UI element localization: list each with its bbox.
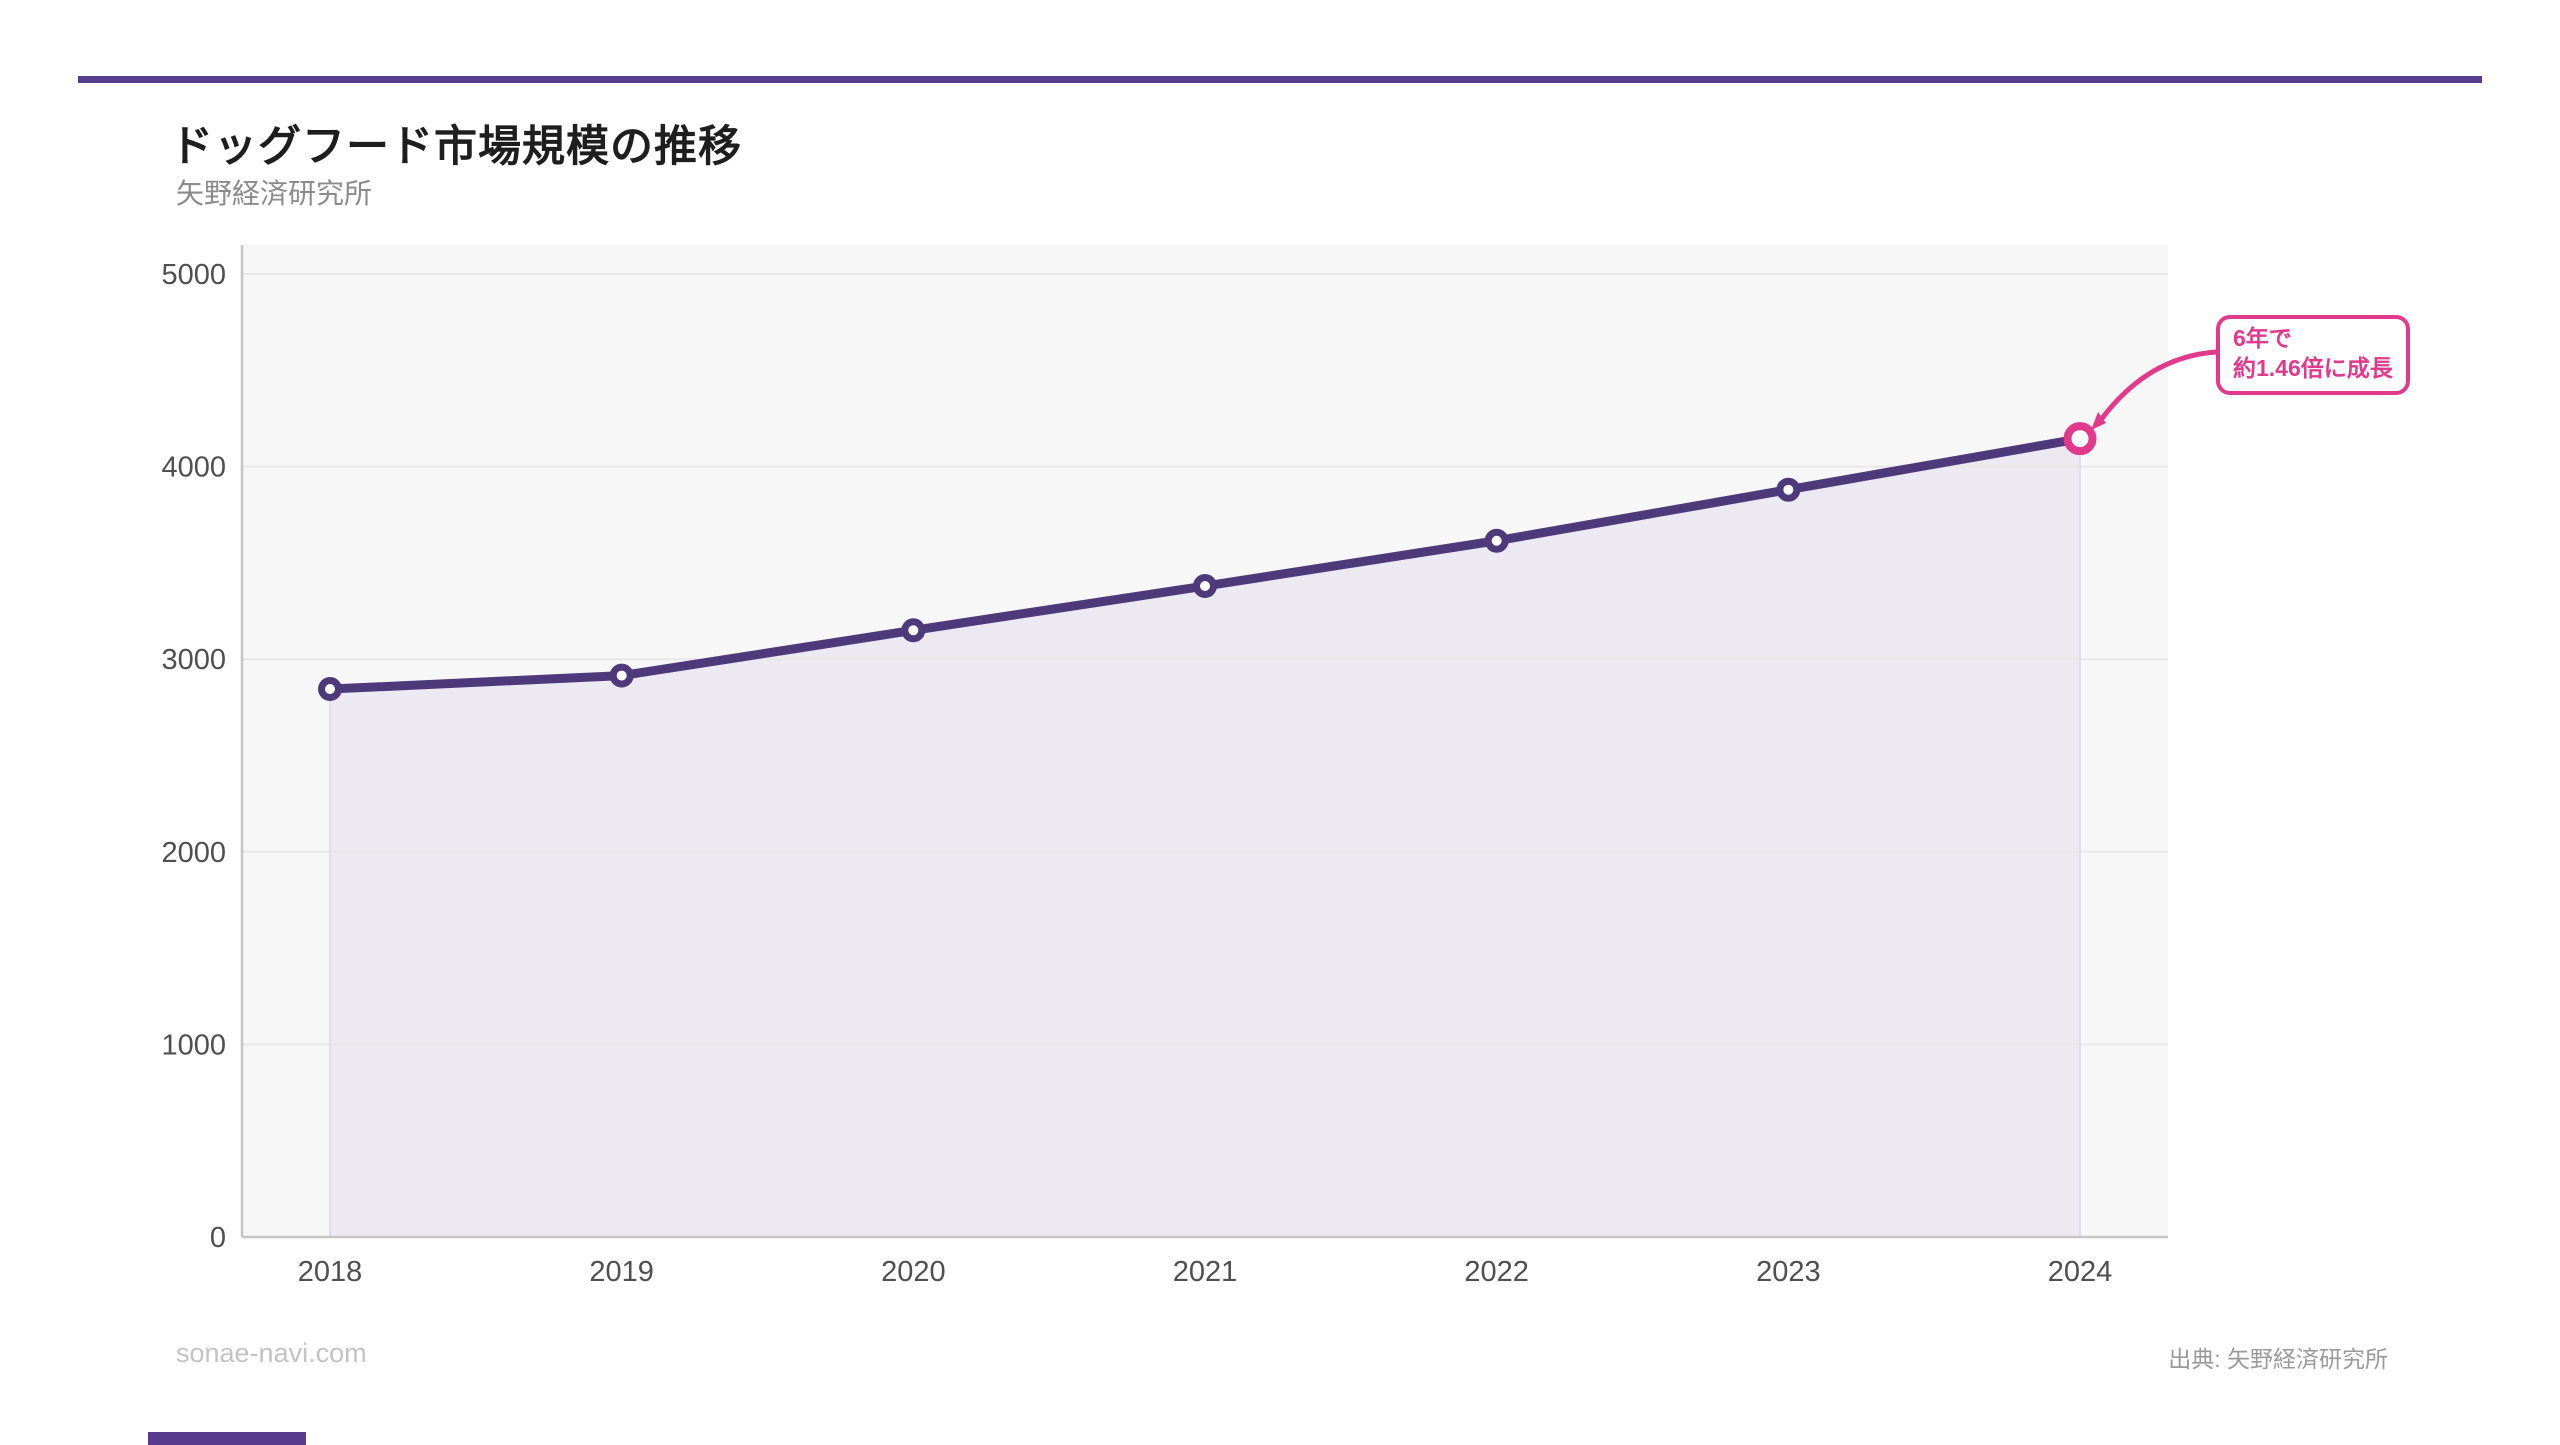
watermark-text: sonae-navi.com bbox=[176, 1338, 367, 1368]
growth-callout-line1: 6年で bbox=[2233, 325, 2292, 351]
callout-connector-arrowhead bbox=[2091, 412, 2106, 430]
data-point-2021 bbox=[1193, 574, 1217, 599]
y-tick-label-2000: 2000 bbox=[161, 837, 226, 869]
data-point-highlight-2024 bbox=[2063, 422, 2097, 456]
x-tick-label-2022: 2022 bbox=[1464, 1256, 1529, 1288]
x-tick-label-2020: 2020 bbox=[881, 1256, 946, 1288]
y-tick-label-5000: 5000 bbox=[161, 259, 226, 291]
x-tick-label-2018: 2018 bbox=[298, 1256, 363, 1288]
page-title: ドッグフード市場規模の推移 bbox=[170, 123, 742, 171]
x-tick-label-2023: 2023 bbox=[1756, 1256, 1821, 1288]
top-accent-rule bbox=[78, 76, 2482, 83]
y-tick-label-1000: 1000 bbox=[161, 1029, 226, 1061]
y-tick-label-3000: 3000 bbox=[161, 644, 226, 676]
callout-connector-line bbox=[2097, 349, 2219, 424]
data-point-2022 bbox=[1484, 528, 1509, 553]
x-tick-label-2021: 2021 bbox=[1173, 1256, 1238, 1288]
x-tick-label-2019: 2019 bbox=[589, 1256, 654, 1288]
data-point-2018 bbox=[318, 677, 342, 702]
data-point-2020 bbox=[901, 618, 926, 643]
y-tick-label-0: 0 bbox=[210, 1222, 226, 1254]
x-tick-label-2024: 2024 bbox=[2048, 1256, 2113, 1288]
series-area-fill bbox=[330, 438, 2080, 1238]
growth-callout: 6年で 約1.46倍に成長 bbox=[2216, 315, 2410, 395]
growth-callout-line2: 約1.46倍に成長 bbox=[2233, 354, 2393, 381]
page-subtitle: 矢野経済研究所 bbox=[176, 178, 373, 209]
data-point-2019 bbox=[609, 663, 634, 688]
bottom-left-accent bbox=[148, 1432, 306, 1445]
data-point-2023 bbox=[1776, 477, 1801, 502]
y-tick-label-4000: 4000 bbox=[161, 452, 226, 484]
source-text: 出典: 矢野経済研究所 bbox=[2168, 1346, 2388, 1372]
